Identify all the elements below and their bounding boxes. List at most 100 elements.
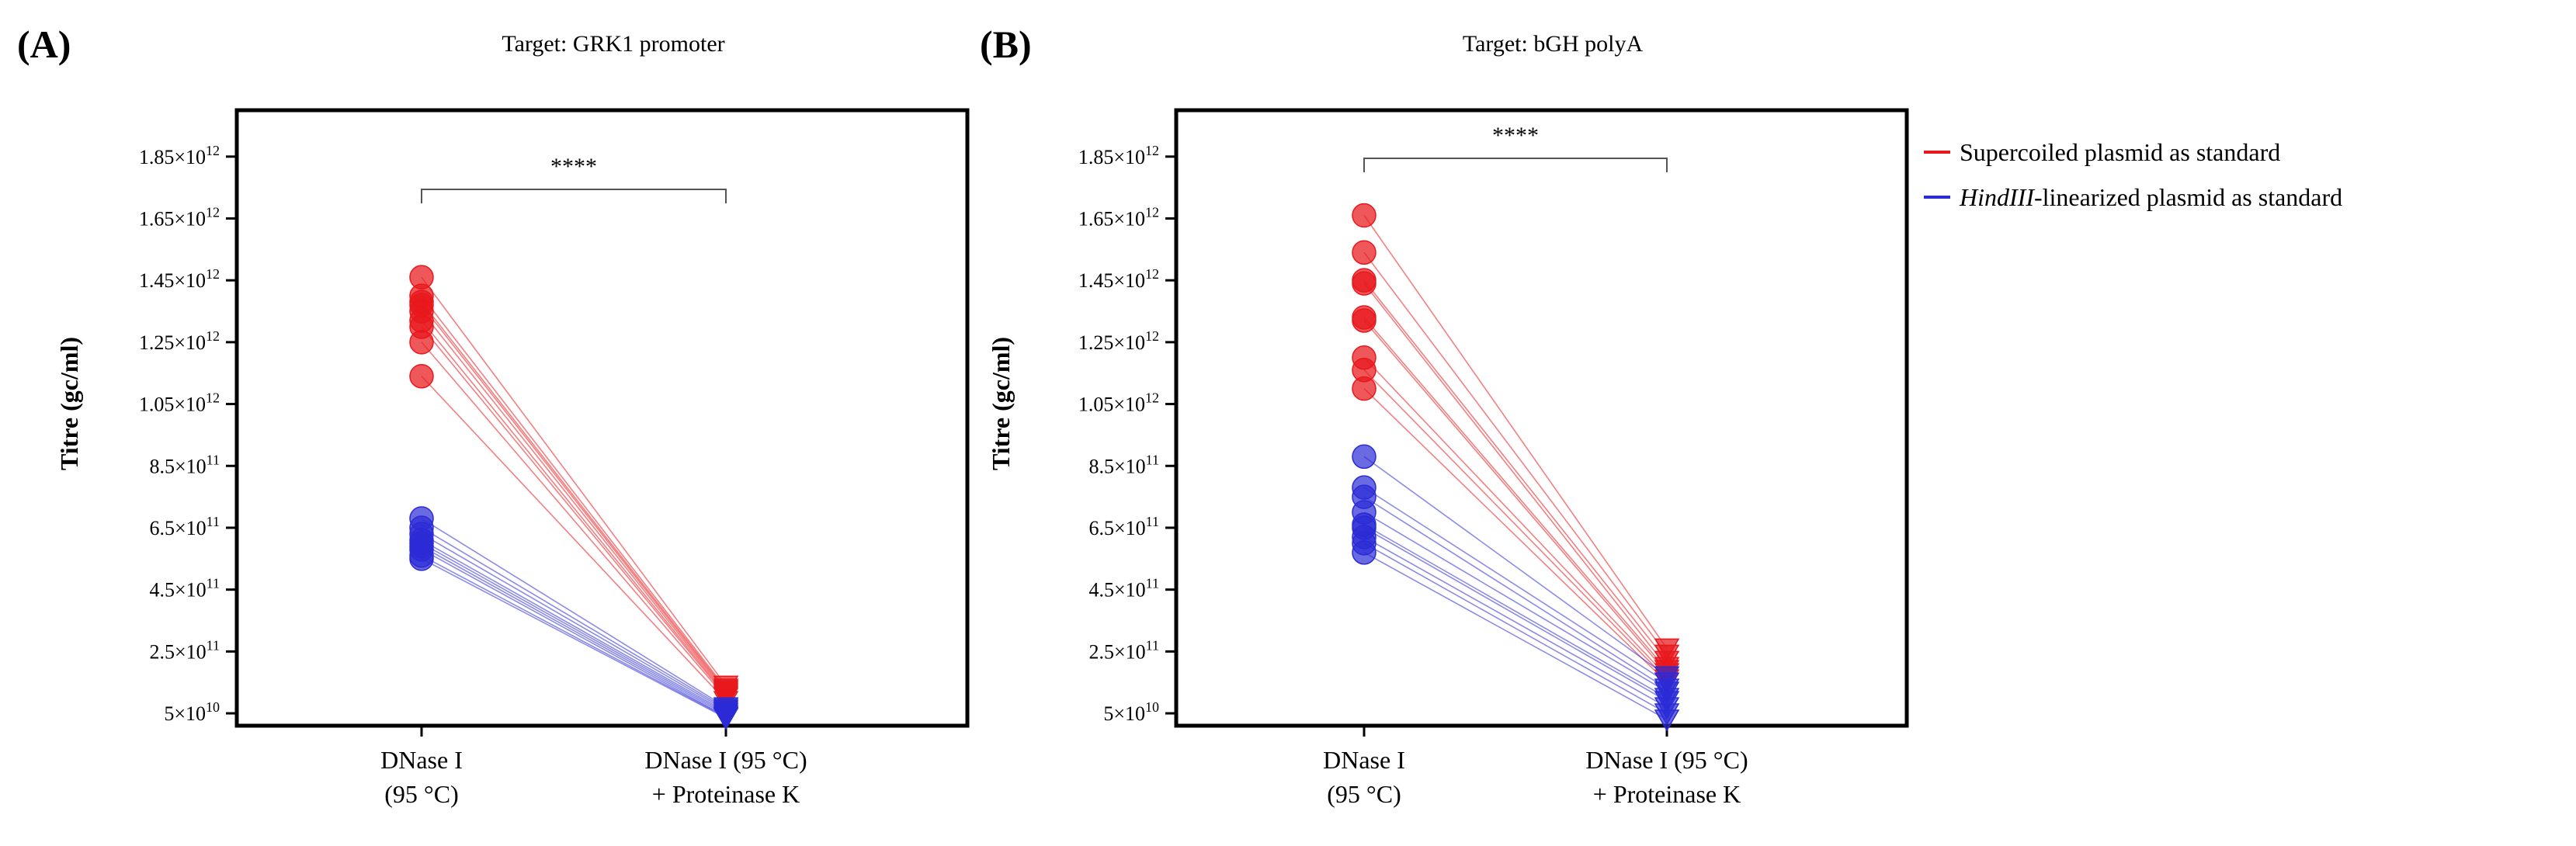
point-before	[1352, 444, 1377, 470]
panel-b-category-1-line1: DNase I	[1323, 746, 1405, 774]
panel-a-title: Target: GRK1 promoter	[502, 31, 724, 57]
paired-line	[1363, 215, 1668, 649]
paired-line	[421, 527, 727, 709]
paired-line	[1363, 527, 1668, 702]
y-tick-label: 8.5×1011	[1088, 452, 1159, 477]
paired-line	[421, 546, 727, 716]
y-tick-mantissa: 1.25×10	[1078, 331, 1145, 354]
y-tick-exponent: 11	[207, 637, 220, 653]
y-tick-mantissa: 1.45×10	[139, 269, 206, 292]
point-before	[409, 363, 434, 389]
y-tick-mantissa: 4.5×10	[1088, 579, 1145, 602]
paired-line	[1363, 369, 1668, 680]
paired-line	[421, 518, 727, 708]
paired-line	[1363, 283, 1668, 667]
legend-label-linearized: HindIII-linearized plasmid as standard	[1959, 183, 2342, 211]
panel-a-category-1-line1: DNase I	[380, 746, 463, 774]
paired-line	[421, 539, 727, 713]
y-tick-mantissa: 8.5×10	[1088, 455, 1145, 477]
point-before	[1352, 203, 1377, 228]
panel-a-label: (A)	[17, 23, 71, 66]
y-tick-label: 1.85×1012	[139, 143, 220, 168]
y-tick-exponent: 12	[206, 204, 220, 220]
y-tick-label: 1.65×1012	[1078, 204, 1159, 230]
paired-line	[1363, 536, 1668, 708]
y-tick-label: 2.5×1011	[149, 637, 220, 663]
panel-a-category-1-line2: (95 °C)	[384, 780, 458, 808]
paired-line	[1363, 511, 1668, 692]
point-before	[1352, 540, 1377, 565]
paired-line	[421, 549, 727, 717]
paired-line	[1363, 388, 1668, 683]
panel-a-y-ticks: 5×10102.5×10114.5×10116.5×10118.5×10111.…	[139, 143, 727, 737]
y-tick-mantissa: 1.65×10	[1078, 207, 1145, 230]
panel-a-significance-bracket	[421, 189, 727, 203]
y-tick-label: 1.25×1012	[139, 328, 220, 354]
legend-label-linearized-italic: HindIII	[1959, 183, 2035, 211]
panel-a-connecting-lines	[421, 276, 727, 719]
paired-line	[421, 301, 727, 691]
panel-b-category-2-line1: DNase I (95 °C)	[1585, 746, 1748, 774]
point-before	[1352, 271, 1377, 296]
paired-line	[1363, 552, 1668, 720]
y-tick-label: 6.5×1011	[149, 514, 220, 539]
panel-a-plot-frame	[234, 108, 970, 728]
y-tick-label: 6.5×1011	[1088, 514, 1159, 539]
legend-label-linearized-rest: -linearized plasmid as standard	[2034, 183, 2342, 211]
panel-b-category-2-line2: + Proteinase K	[1593, 780, 1741, 808]
legend: Supercoiled plasmid as standard HindIII-…	[1924, 138, 2342, 211]
y-tick-mantissa: 2.5×10	[149, 640, 206, 663]
y-tick-exponent: 11	[207, 452, 220, 467]
y-tick-exponent: 10	[1145, 699, 1159, 715]
paired-line	[421, 533, 727, 711]
paired-line	[1363, 317, 1668, 671]
panel-b-title: Target: bGH polyA	[1463, 31, 1644, 57]
panel-b-y-axis-label: Titre (gc/ml)	[987, 337, 1015, 470]
panel-b-plot-frame	[1174, 108, 1909, 728]
paired-line	[1363, 524, 1668, 699]
y-tick-mantissa: 5×10	[1103, 702, 1145, 725]
y-tick-label: 1.05×1012	[1078, 390, 1159, 416]
y-tick-mantissa: 1.05×10	[139, 394, 206, 416]
y-tick-exponent: 11	[1146, 452, 1159, 467]
y-tick-label: 8.5×1011	[149, 452, 220, 477]
panel-b-significance-bracket	[1363, 158, 1668, 172]
y-tick-exponent: 11	[207, 576, 220, 591]
panel-b-connecting-lines	[1363, 215, 1668, 720]
paired-line	[421, 304, 727, 692]
y-tick-exponent: 12	[206, 143, 220, 158]
paired-line	[421, 543, 727, 714]
y-tick-exponent: 11	[1146, 576, 1159, 591]
paired-line	[421, 558, 727, 719]
y-tick-exponent: 11	[207, 514, 220, 529]
point-before	[1352, 376, 1377, 401]
y-tick-label: 1.25×1012	[1078, 328, 1159, 354]
paired-line	[1363, 456, 1668, 677]
y-tick-mantissa: 8.5×10	[149, 455, 206, 477]
y-tick-label: 1.85×1012	[1078, 143, 1159, 168]
y-tick-exponent: 12	[206, 266, 220, 282]
panel-b-significance-label: ****	[1492, 123, 1539, 148]
y-tick-label: 1.65×1012	[139, 204, 220, 230]
paired-line	[1363, 496, 1668, 689]
y-tick-exponent: 12	[1145, 143, 1159, 158]
y-tick-label: 5×1010	[164, 699, 220, 725]
y-tick-exponent: 12	[1145, 390, 1159, 406]
paired-line	[1363, 251, 1668, 655]
y-tick-mantissa: 2.5×10	[1088, 640, 1145, 663]
y-tick-exponent: 11	[1146, 514, 1159, 529]
y-tick-label: 4.5×1011	[1088, 576, 1159, 602]
panel-b: (B) Target: bGH polyA Titre (gc/ml) 5×10…	[980, 23, 1909, 808]
paired-line	[1363, 487, 1668, 683]
panel-b-points	[1352, 203, 1680, 732]
panel-a-significance-label: ****	[550, 154, 597, 179]
y-tick-mantissa: 5×10	[164, 702, 206, 725]
y-tick-exponent: 12	[1145, 266, 1159, 282]
point-before	[409, 546, 434, 571]
y-tick-mantissa: 4.5×10	[149, 579, 206, 602]
y-tick-mantissa: 1.05×10	[1078, 394, 1145, 416]
y-tick-exponent: 12	[206, 328, 220, 344]
panel-a: (A) Target: GRK1 promoter Titre (gc/ml) …	[17, 23, 970, 808]
y-tick-mantissa: 1.85×10	[139, 146, 206, 168]
